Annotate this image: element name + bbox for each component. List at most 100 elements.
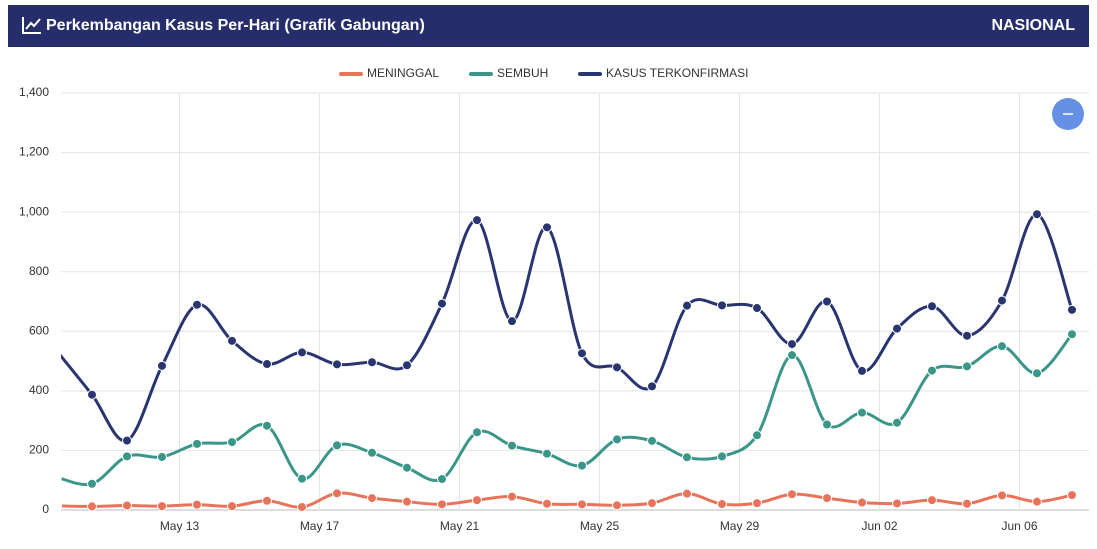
data-point: [367, 493, 377, 504]
data-point: [437, 499, 447, 510]
data-point: [927, 301, 937, 312]
legend-label: SEMBUH: [497, 66, 548, 80]
data-point: [892, 323, 902, 334]
data-point: [472, 215, 482, 226]
y-tick-label: 1,200: [19, 145, 49, 159]
data-point: [542, 222, 552, 233]
data-point: [927, 495, 937, 506]
data-point: [752, 430, 762, 441]
y-tick-label: 1,400: [19, 85, 49, 99]
data-point: [1067, 304, 1077, 315]
data-point: [227, 335, 237, 346]
data-point: [997, 295, 1007, 306]
data-point: [157, 451, 167, 462]
x-tick-label: May 29: [720, 519, 760, 533]
data-point: [752, 303, 762, 314]
data-point: [507, 316, 517, 327]
y-tick-label: 1,000: [19, 204, 49, 218]
data-point: [857, 365, 867, 376]
data-point: [892, 417, 902, 428]
data-point: [787, 350, 797, 361]
data-point: [297, 347, 307, 358]
x-tick-label: May 17: [300, 519, 340, 533]
data-point: [472, 427, 482, 438]
data-point: [332, 440, 342, 451]
data-point: [612, 434, 622, 445]
data-point: [822, 296, 832, 307]
data-point: [507, 440, 517, 451]
data-point: [787, 339, 797, 350]
data-point: [61, 502, 62, 509]
y-tick-label: 400: [29, 383, 49, 397]
data-point: [612, 500, 622, 511]
data-point: [927, 365, 937, 376]
plot-area: [61, 209, 1077, 513]
data-point: [752, 498, 762, 509]
data-point: [367, 357, 377, 368]
data-point: [857, 497, 867, 508]
data-point: [297, 502, 307, 513]
data-point: [962, 361, 972, 372]
data-point: [647, 381, 657, 392]
data-point: [577, 348, 587, 359]
legend-label: MENINGGAL: [367, 66, 439, 80]
y-tick-label: 200: [29, 443, 49, 457]
data-point: [437, 474, 447, 485]
series-line: [61, 212, 1074, 443]
collapse-button[interactable]: [1052, 98, 1084, 130]
data-point: [682, 452, 692, 463]
chart-icon: [22, 17, 41, 34]
data-point: [822, 419, 832, 430]
data-point: [87, 478, 97, 489]
data-point: [1067, 329, 1077, 340]
data-point: [262, 495, 272, 506]
data-point: [472, 495, 482, 506]
data-point: [157, 501, 167, 512]
x-tick-label: May 13: [160, 519, 200, 533]
data-point: [437, 298, 447, 309]
data-point: [192, 499, 202, 510]
data-point: [647, 435, 657, 446]
data-point: [1067, 490, 1077, 501]
data-point: [507, 491, 517, 502]
data-point: [122, 500, 132, 511]
data-point: [997, 341, 1007, 352]
data-point: [822, 493, 832, 504]
data-point: [332, 359, 342, 370]
data-point: [227, 501, 237, 512]
series-line: [61, 333, 1074, 487]
data-point: [577, 460, 587, 471]
data-point: [122, 435, 132, 446]
y-tick-label: 600: [29, 323, 49, 337]
data-point: [647, 498, 657, 509]
data-point: [402, 462, 412, 473]
data-point: [1032, 496, 1042, 507]
data-point: [87, 389, 97, 400]
data-point: [262, 420, 272, 431]
data-point: [962, 498, 972, 509]
data-point: [682, 300, 692, 311]
data-point: [542, 448, 552, 459]
data-point: [262, 359, 272, 370]
data-point: [227, 437, 237, 448]
data-point: [997, 490, 1007, 501]
data-point: [122, 451, 132, 462]
data-point: [717, 300, 727, 311]
x-tick-label: Jun 02: [861, 519, 897, 533]
data-point: [157, 360, 167, 371]
data-point: [87, 501, 97, 512]
x-tick-label: May 25: [580, 519, 620, 533]
x-tick-label: Jun 06: [1001, 519, 1037, 533]
header-title: Perkembangan Kasus Per-Hari (Grafik Gabu…: [46, 17, 425, 34]
data-point: [542, 498, 552, 509]
data-point: [717, 451, 727, 462]
data-point: [857, 407, 867, 418]
region-label: NASIONAL: [991, 17, 1075, 34]
data-point: [192, 438, 202, 449]
data-point: [192, 299, 202, 310]
data-point: [297, 473, 307, 484]
data-point: [402, 496, 412, 507]
data-point: [1032, 209, 1042, 220]
